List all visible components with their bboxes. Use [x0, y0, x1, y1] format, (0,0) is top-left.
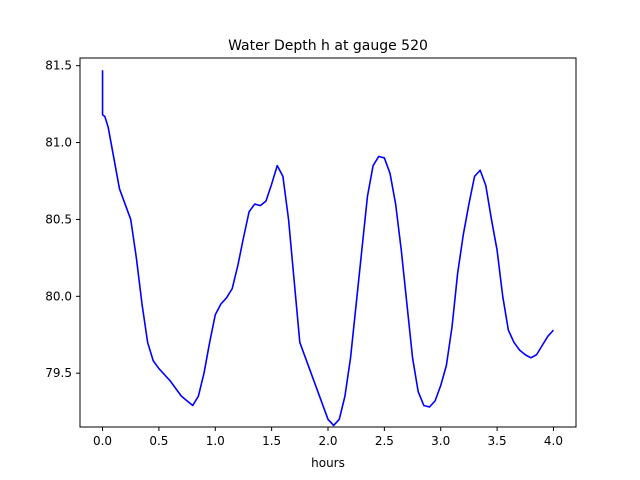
series-line-0: [101, 70, 555, 427]
x-tick-label: 1.0: [206, 434, 225, 448]
y-tick-label: 81.0: [45, 136, 72, 150]
x-tick-label: 1.5: [262, 434, 281, 448]
y-tick-label: 79.5: [45, 366, 72, 380]
x-tick-label: 0.5: [149, 434, 168, 448]
y-tick-label: 81.5: [45, 59, 72, 73]
x-tick-label: 3.0: [431, 434, 450, 448]
x-tick-label: 3.5: [488, 434, 507, 448]
x-axis-label: hours: [311, 456, 345, 470]
y-tick-label: 80.0: [45, 289, 72, 303]
x-tick-label: 2.0: [318, 434, 337, 448]
plot-area: 0.0 0.5 1.0 1.5 2.0 2.5 3.0 3.5 4.0 79.5 80.0 80.5 8…: [45, 57, 577, 448]
x-tick-label: 2.5: [375, 434, 394, 448]
x-tick-label: 0.0: [93, 434, 112, 448]
chart-title: Water Depth h at gauge 520: [228, 38, 428, 54]
y-tick-label: 80.5: [45, 212, 72, 226]
x-tick-label: 4.0: [544, 434, 563, 448]
